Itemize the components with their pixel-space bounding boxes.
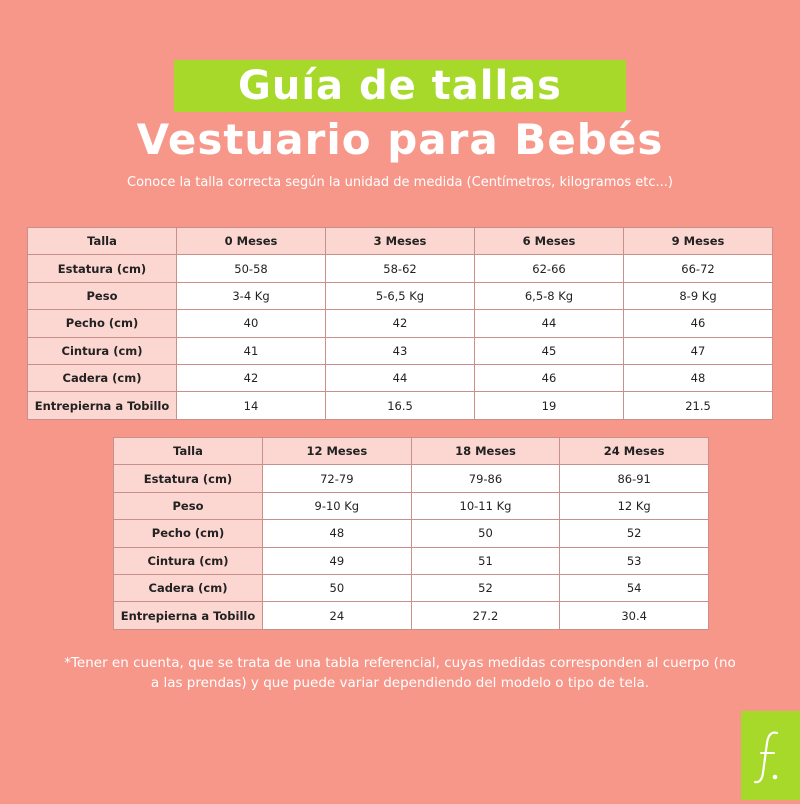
table-header-cell: 6 Meses	[474, 226, 624, 256]
table-cell: 10-11 Kg	[410, 491, 561, 521]
table-row: Pecho (cm) 40 42 44 46	[27, 309, 773, 338]
row-label: Cintura (cm)	[113, 546, 263, 575]
table-cell: 16.5	[325, 391, 475, 420]
brand-logo	[741, 711, 800, 800]
table-cell: 43	[325, 336, 475, 365]
page-description: Conoce la talla correcta según la unidad…	[127, 175, 673, 190]
table-row: Peso 9-10 Kg 10-11 Kg 12 Kg	[113, 491, 709, 521]
table-cell: 52	[559, 519, 709, 548]
table-row: Estatura (cm) 50-58 58-62 62-66 66-72	[27, 254, 773, 283]
table-header-row: Talla 12 Meses 18 Meses 24 Meses	[113, 436, 709, 466]
table-cell: 27.2	[410, 601, 561, 630]
table-cell: 45	[474, 336, 624, 365]
table-header-cell: 0 Meses	[176, 226, 326, 256]
table-cell: 42	[325, 309, 475, 338]
table-cell: 50	[262, 573, 412, 603]
table-cell: 58-62	[325, 254, 475, 283]
size-table-12-24-months: Talla 12 Meses 18 Meses 24 Meses Estatur…	[113, 436, 709, 630]
table-cell: 41	[176, 336, 326, 365]
row-label: Cadera (cm)	[113, 573, 263, 603]
table-cell: 62-66	[474, 254, 624, 283]
row-label: Cintura (cm)	[27, 336, 177, 365]
table-cell: 48	[262, 519, 412, 548]
table-row: Cintura (cm) 41 43 45 47	[27, 336, 773, 365]
page-subtitle-heading: Vestuario para Bebés	[136, 115, 664, 164]
table-cell: 42	[176, 363, 326, 393]
table-row: Estatura (cm) 72-79 79-86 86-91	[113, 464, 709, 493]
table-row: Pecho (cm) 48 50 52	[113, 519, 709, 548]
table-row: Entrepierna a Tobillo 14 16.5 19 21.5	[27, 391, 773, 420]
table-cell: 50	[410, 519, 561, 548]
table-cell: 48	[623, 363, 773, 393]
table-header-cell: Talla	[27, 226, 177, 256]
page-title: Guía de tallas	[238, 63, 562, 109]
table-cell: 50-58	[176, 254, 326, 283]
row-label: Cadera (cm)	[27, 363, 177, 393]
row-label: Pecho (cm)	[27, 309, 177, 338]
table-cell: 79-86	[410, 464, 561, 493]
table-cell: 54	[559, 573, 709, 603]
table-row: Cadera (cm) 42 44 46 48	[27, 363, 773, 393]
table-header-cell: 9 Meses	[623, 226, 773, 256]
row-label: Estatura (cm)	[27, 254, 177, 283]
table-header-row: Talla 0 Meses 3 Meses 6 Meses 9 Meses	[27, 226, 773, 256]
table-row: Cadera (cm) 50 52 54	[113, 573, 709, 603]
table-header-cell: Talla	[113, 436, 263, 466]
size-table-0-9-months: Talla 0 Meses 3 Meses 6 Meses 9 Meses Es…	[27, 226, 773, 420]
table-cell: 51	[410, 546, 561, 575]
row-label: Estatura (cm)	[113, 464, 263, 493]
table-row: Peso 3-4 Kg 5-6,5 Kg 6,5-8 Kg 8-9 Kg	[27, 281, 773, 311]
title-highlight-bar: Guía de tallas	[174, 60, 626, 112]
table-row: Cintura (cm) 49 51 53	[113, 546, 709, 575]
table-cell: 19	[474, 391, 624, 420]
table-cell: 47	[623, 336, 773, 365]
table-cell: 46	[474, 363, 624, 393]
table-cell: 52	[410, 573, 561, 603]
table-cell: 86-91	[559, 464, 709, 493]
row-label: Pecho (cm)	[113, 519, 263, 548]
table-cell: 49	[262, 546, 412, 575]
table-cell: 5-6,5 Kg	[325, 281, 475, 311]
table-cell: 30.4	[559, 601, 709, 630]
table-cell: 8-9 Kg	[623, 281, 773, 311]
table-cell: 14	[176, 391, 326, 420]
table-cell: 12 Kg	[559, 491, 709, 521]
table-cell: 44	[474, 309, 624, 338]
table-cell: 9-10 Kg	[262, 491, 412, 521]
table-header-cell: 3 Meses	[325, 226, 475, 256]
row-label: Entrepierna a Tobillo	[113, 601, 263, 630]
table-cell: 21.5	[623, 391, 773, 420]
row-label: Peso	[113, 491, 263, 521]
table-cell: 40	[176, 309, 326, 338]
table-cell: 44	[325, 363, 475, 393]
brand-logo-icon	[753, 731, 779, 784]
disclaimer-note: *Tener en cuenta, que se trata de una ta…	[64, 655, 736, 691]
table-cell: 24	[262, 601, 412, 630]
table-cell: 46	[623, 309, 773, 338]
table-cell: 66-72	[623, 254, 773, 283]
table-cell: 6,5-8 Kg	[474, 281, 624, 311]
table-header-cell: 12 Meses	[262, 436, 412, 466]
table-row: Entrepierna a Tobillo 24 27.2 30.4	[113, 601, 709, 630]
table-cell: 3-4 Kg	[176, 281, 326, 311]
table-cell: 72-79	[262, 464, 412, 493]
table-header-cell: 24 Meses	[559, 436, 709, 466]
row-label: Entrepierna a Tobillo	[27, 391, 177, 420]
table-header-cell: 18 Meses	[410, 436, 561, 466]
table-cell: 53	[559, 546, 709, 575]
row-label: Peso	[27, 281, 177, 311]
